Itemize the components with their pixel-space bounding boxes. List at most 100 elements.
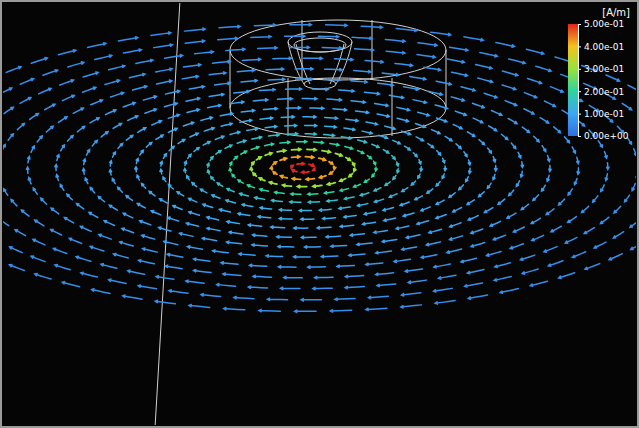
field-arrow [461, 258, 477, 262]
field-arrow [394, 259, 410, 262]
field-arrow [230, 131, 240, 134]
colorbar-tick: 2.00e-01 [578, 87, 624, 97]
field-arrow [118, 143, 123, 148]
colorbar-axis-line [579, 25, 582, 137]
field-arrow [494, 276, 511, 281]
field-arrow [339, 207, 350, 209]
field-arrow [118, 187, 123, 192]
field-arrow [400, 202, 409, 206]
field-arrow [232, 174, 235, 177]
field-arrow [184, 28, 205, 31]
field-arrow [344, 215, 356, 218]
field-arrow [372, 173, 375, 177]
field-arrow [467, 270, 484, 274]
field-arrow [594, 242, 606, 248]
field-arrow [154, 44, 173, 48]
field-arrow [209, 93, 224, 96]
field-arrow [291, 165, 293, 168]
field-arrow [269, 182, 277, 184]
field-arrow [294, 227, 308, 229]
field-arrow [259, 178, 265, 181]
field-arrow [451, 97, 464, 101]
field-arrow [33, 188, 37, 194]
field-arrow [536, 66, 551, 71]
field-arrow [278, 245, 294, 247]
field-arrow [505, 101, 517, 106]
field-arrow [156, 135, 163, 139]
field-arrow [145, 109, 156, 113]
field-ring [135, 107, 471, 230]
field-arrow [420, 167, 422, 171]
field-arrow [600, 217, 608, 223]
field-arrow [362, 131, 372, 134]
field-arrow [211, 177, 214, 181]
field-arrow [126, 135, 132, 140]
field-arrow [55, 165, 57, 171]
field-arrow [45, 104, 55, 110]
field-arrow [327, 99, 342, 101]
field-arrow [607, 163, 609, 170]
field-arrow [255, 197, 265, 200]
field-arrow [165, 90, 179, 94]
field-arrow [631, 243, 636, 249]
field-arrow [313, 168, 315, 171]
field-arrow [182, 75, 198, 78]
field-arrow [229, 168, 231, 172]
field-arrow [395, 63, 412, 66]
field-arrow [508, 118, 517, 123]
field-arrow [456, 144, 461, 149]
field-arrow [487, 183, 491, 188]
field-arrow [207, 170, 209, 174]
field-arrow [77, 204, 84, 209]
field-arrow [572, 252, 585, 258]
field-arrow [429, 229, 442, 233]
field-arrow [187, 176, 190, 180]
field-ring [82, 88, 523, 248]
field-ring [3, 46, 636, 290]
field-arrow [364, 179, 369, 182]
field-arrow [323, 79, 340, 81]
field-arrow [465, 283, 483, 287]
field-arrow [396, 29, 417, 32]
field-arrow [101, 132, 108, 137]
field-arrow [113, 124, 121, 129]
field-arrow [268, 78, 285, 80]
field-arrow [401, 293, 420, 296]
field-arrow [68, 135, 74, 141]
field-arrow [139, 260, 155, 264]
field-arrow [368, 296, 388, 299]
field-arrow [86, 150, 89, 156]
field-arrow [551, 226, 561, 232]
field-arrow [466, 177, 469, 182]
background [1, 1, 638, 427]
field-arrow [438, 275, 456, 279]
field-arrow [138, 285, 156, 289]
field-arrow [177, 192, 184, 196]
field-arrow [301, 236, 316, 238]
field-arrow [484, 93, 497, 98]
field-arrow [200, 189, 207, 193]
field-arrow [321, 255, 338, 257]
field-arrow [290, 201, 301, 203]
field-arrow [142, 235, 155, 239]
field-arrow [186, 98, 200, 102]
field-arrow [190, 133, 198, 137]
field-arrow [187, 109, 199, 113]
field-arrow [3, 145, 5, 152]
field-arrow [221, 123, 232, 126]
field-arrow [385, 182, 390, 186]
field-arrow [160, 161, 162, 166]
field-arrow [149, 191, 155, 196]
field-arrow [280, 141, 290, 143]
field-arrow [364, 212, 376, 215]
field-arrow [260, 189, 269, 192]
field-arrow [143, 96, 156, 100]
field-arrow [209, 72, 226, 75]
field-arrow [281, 116, 294, 118]
field-arrow [530, 281, 547, 286]
field-arrow [291, 193, 301, 195]
field-arrow [548, 261, 563, 266]
field-arrow [416, 137, 423, 141]
field-arrow [207, 163, 209, 167]
field-arrow [10, 247, 23, 253]
